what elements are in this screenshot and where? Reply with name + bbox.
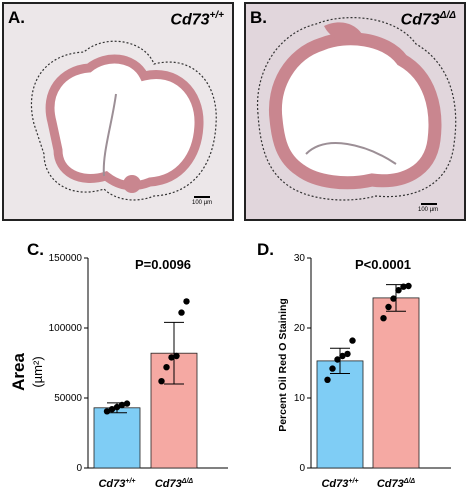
genotype-wt-label: Cd73+/+ [170, 10, 224, 29]
data-point [390, 295, 397, 302]
bar [150, 352, 198, 469]
data-point [395, 287, 402, 294]
y-tick-label: 50000 [54, 393, 82, 404]
panel-b-label: B. [250, 8, 267, 27]
bar [372, 297, 420, 469]
data-point [400, 283, 407, 290]
y-axis-title: Percent Oil Red O Staining [277, 298, 289, 432]
y-tick-label: 0 [76, 463, 82, 474]
chart-d-pvalue: P<0.0001 [355, 257, 412, 272]
data-point [123, 400, 131, 407]
y-tick-label: 10 [294, 393, 306, 404]
y-tick-label: 150000 [49, 253, 83, 264]
x-tick-label-sup: Δ/Δ [181, 478, 194, 485]
tissue-section-ko [246, 4, 464, 219]
tissue-section-wt [4, 4, 232, 219]
data-point [108, 406, 116, 413]
data-point [178, 309, 185, 316]
bar [316, 360, 364, 469]
data-point [173, 352, 180, 360]
x-tick-label: Cd73Δ/Δ [155, 478, 194, 490]
panel-a-label: A. [8, 8, 25, 27]
y-tick-label: 20 [294, 323, 306, 334]
data-point [163, 364, 170, 371]
panel-c-label: C. [27, 240, 44, 259]
x-tick-label: Cd73+/+ [98, 478, 135, 490]
data-point [113, 403, 121, 411]
y-axis-title: Area [9, 353, 28, 391]
chart-c-pvalue: P=0.0096 [135, 257, 192, 272]
data-point [334, 356, 341, 363]
data-point [324, 376, 331, 383]
data-point [405, 282, 412, 290]
micrograph-wt: A. Cd73+/+ 100 µm [2, 2, 234, 221]
x-tick-label-base: Cd73 [98, 478, 125, 490]
data-point [385, 303, 392, 311]
data-point [344, 350, 351, 358]
data-point [103, 408, 111, 415]
data-point [183, 298, 190, 305]
panel-d-label: D. [257, 240, 274, 259]
data-point [118, 401, 126, 409]
data-point [380, 315, 387, 322]
data-point [329, 365, 336, 372]
genotype-ko-label: Cd73Δ/Δ [400, 10, 456, 29]
y-axis-unit: (µm²) [30, 356, 45, 387]
y-axis-label-d: Percent Oil Red O Staining [277, 298, 289, 432]
data-point [158, 378, 165, 385]
x-tick-label-base: Cd73 [155, 478, 182, 490]
scale-bar-label: 100 µm [192, 200, 213, 206]
x-tick-label: Cd73+/+ [321, 478, 358, 490]
bar [93, 407, 141, 469]
data-point [339, 352, 346, 360]
x-tick-label-base: Cd73 [377, 478, 404, 490]
data-point [168, 354, 175, 361]
y-tick-label: 0 [299, 463, 305, 474]
scale-bar-label: 100 µm [418, 207, 439, 213]
y-tick-label: 30 [294, 253, 306, 264]
data-point [349, 337, 356, 344]
x-tick-label-base: Cd73 [321, 478, 348, 490]
y-tick-label: 100000 [49, 323, 83, 334]
x-tick-label-sup: +/+ [125, 478, 135, 485]
micrograph-ko: B. Cd73Δ/Δ 100 µm [244, 2, 466, 221]
x-tick-label: Cd73Δ/Δ [377, 478, 416, 490]
x-tick-label-sup: Δ/Δ [403, 478, 416, 485]
y-axis-label-c: Area (µm²) [9, 353, 45, 391]
x-tick-label-sup: +/+ [348, 478, 358, 485]
